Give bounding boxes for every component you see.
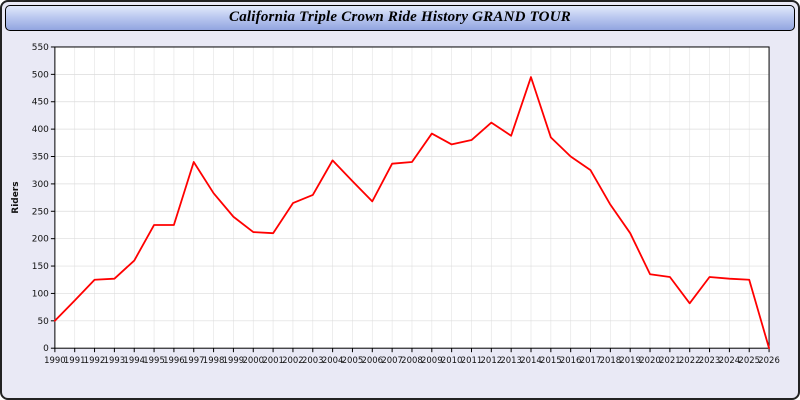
x-tick-label: 2023 bbox=[699, 355, 721, 365]
chart-title-bar: California Triple Crown Ride History GRA… bbox=[5, 5, 795, 31]
x-tick-label: 2016 bbox=[560, 355, 582, 365]
y-tick-label: 300 bbox=[32, 180, 49, 190]
axes: 0501001502002503003504004505005501990199… bbox=[32, 43, 780, 365]
y-tick-label: 100 bbox=[32, 289, 49, 299]
x-tick-label: 1998 bbox=[203, 355, 225, 365]
x-tick-label: 1990 bbox=[44, 355, 66, 365]
x-tick-label: 2001 bbox=[262, 355, 284, 365]
chart-area: 0 50 100 150 200 250 300 350 400 450 500 550 1990 199… bbox=[2, 33, 798, 398]
y-tick-label: 50 bbox=[37, 317, 49, 327]
x-tick-label: 2000 bbox=[242, 355, 264, 365]
y-tick-label: 150 bbox=[32, 262, 49, 272]
x-tick-label: 1996 bbox=[163, 355, 185, 365]
x-tick-label: 2002 bbox=[282, 355, 304, 365]
y-tick-label: 0 bbox=[43, 344, 49, 354]
y-axis-title: Riders bbox=[11, 181, 21, 213]
y-tick-label: 250 bbox=[32, 207, 49, 217]
y-tick-label: 350 bbox=[32, 152, 49, 162]
x-tick-label: 2004 bbox=[322, 355, 344, 365]
y-tick-label: 200 bbox=[32, 235, 49, 245]
x-tick-label: 2020 bbox=[639, 355, 661, 365]
x-tick-label: 2021 bbox=[659, 355, 681, 365]
x-tick-label: 2014 bbox=[520, 355, 542, 365]
x-tick-label: 1993 bbox=[104, 355, 126, 365]
x-tick-label: 2003 bbox=[302, 355, 324, 365]
plot-border bbox=[54, 46, 770, 349]
x-tick-label: 2024 bbox=[719, 355, 741, 365]
x-tick-label: 1994 bbox=[123, 355, 145, 365]
gridlines bbox=[54, 46, 770, 349]
x-tick-label: 2009 bbox=[421, 355, 443, 365]
y-tick-label: 550 bbox=[32, 43, 49, 53]
y-tick-label: 450 bbox=[32, 98, 49, 108]
y-tick-label: 500 bbox=[32, 70, 49, 80]
x-tick-label: 2013 bbox=[500, 355, 522, 365]
x-tick-label: 1999 bbox=[223, 355, 245, 365]
x-tick-label: 2008 bbox=[401, 355, 423, 365]
x-tick-label: 2007 bbox=[381, 355, 403, 365]
x-tick-label: 2025 bbox=[738, 355, 760, 365]
riders-series-line bbox=[53, 76, 770, 350]
x-tick-label: 1991 bbox=[64, 355, 86, 365]
y-tick-label: 400 bbox=[32, 125, 49, 135]
x-tick-label: 1997 bbox=[183, 355, 205, 365]
x-tick-label: 1992 bbox=[84, 355, 106, 365]
x-tick-label: 2010 bbox=[441, 355, 463, 365]
x-tick-label: 2022 bbox=[679, 355, 701, 365]
x-tick-label: 2018 bbox=[600, 355, 622, 365]
chart-title: California Triple Crown Ride History GRA… bbox=[229, 9, 571, 26]
x-tick-label: 2017 bbox=[580, 355, 602, 365]
x-tick-label: 2006 bbox=[362, 355, 384, 365]
x-tick-label: 2015 bbox=[540, 355, 562, 365]
x-tick-label: 2012 bbox=[481, 355, 503, 365]
riders-line-chart: 0501001502002503003504004505005501990199… bbox=[11, 43, 780, 365]
x-tick-label: 1995 bbox=[143, 355, 165, 365]
x-tick-label: 2011 bbox=[461, 355, 483, 365]
x-tick-label: 2005 bbox=[342, 355, 364, 365]
x-tick-label: 2019 bbox=[619, 355, 641, 365]
x-tick-label: 2026 bbox=[758, 355, 780, 365]
